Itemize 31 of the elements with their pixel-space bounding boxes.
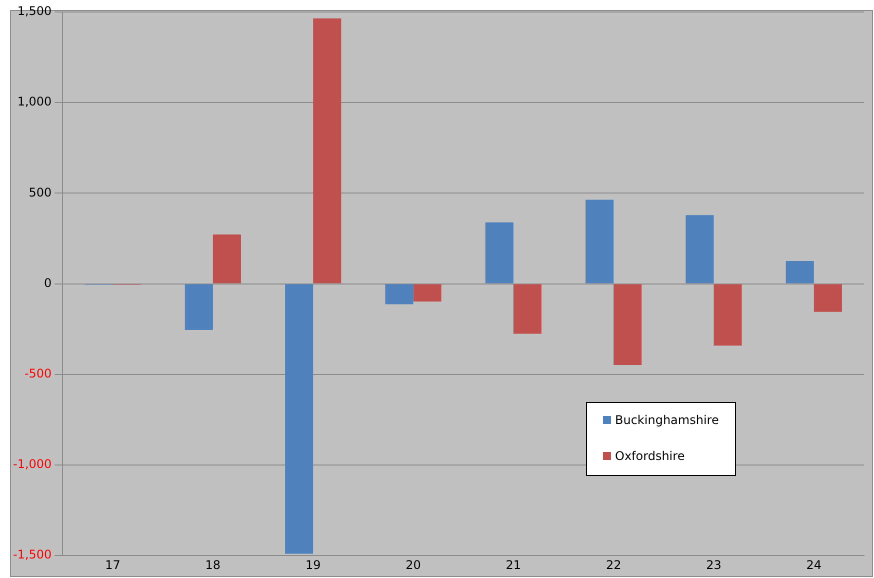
bar (184, 284, 213, 330)
y-tick-label: -500 (24, 366, 52, 381)
bar (212, 234, 241, 284)
bar (285, 284, 314, 554)
legend-label: Oxfordshire (615, 449, 685, 463)
bar (513, 284, 542, 334)
bar (614, 284, 642, 365)
bar (686, 215, 714, 284)
x-tick-label: 18 (205, 558, 221, 572)
bar (814, 284, 842, 312)
bar (786, 260, 814, 284)
x-tick-label: 20 (406, 558, 421, 572)
bar (586, 200, 614, 284)
x-tick-label: 24 (806, 558, 822, 572)
x-tick-label: 22 (606, 558, 622, 572)
y-tick-label: -1,500 (12, 548, 52, 562)
y-tick-label: 1,000 (17, 94, 52, 109)
bar (313, 18, 342, 284)
y-tick-label: 1,500 (17, 4, 52, 18)
legend-label: Buckinghamshire (615, 413, 719, 427)
x-tick-label: 21 (506, 558, 522, 572)
bar (413, 284, 442, 302)
x-tick-label: 17 (105, 558, 120, 572)
bar (485, 222, 514, 284)
y-tick-label: 0 (44, 276, 52, 290)
y-tick-label: -1,000 (12, 457, 52, 472)
y-tick-label: 500 (28, 185, 52, 200)
x-tick-label: 19 (305, 558, 321, 572)
bar (714, 284, 742, 346)
bar (385, 284, 414, 304)
x-tick-label: 23 (706, 558, 722, 572)
